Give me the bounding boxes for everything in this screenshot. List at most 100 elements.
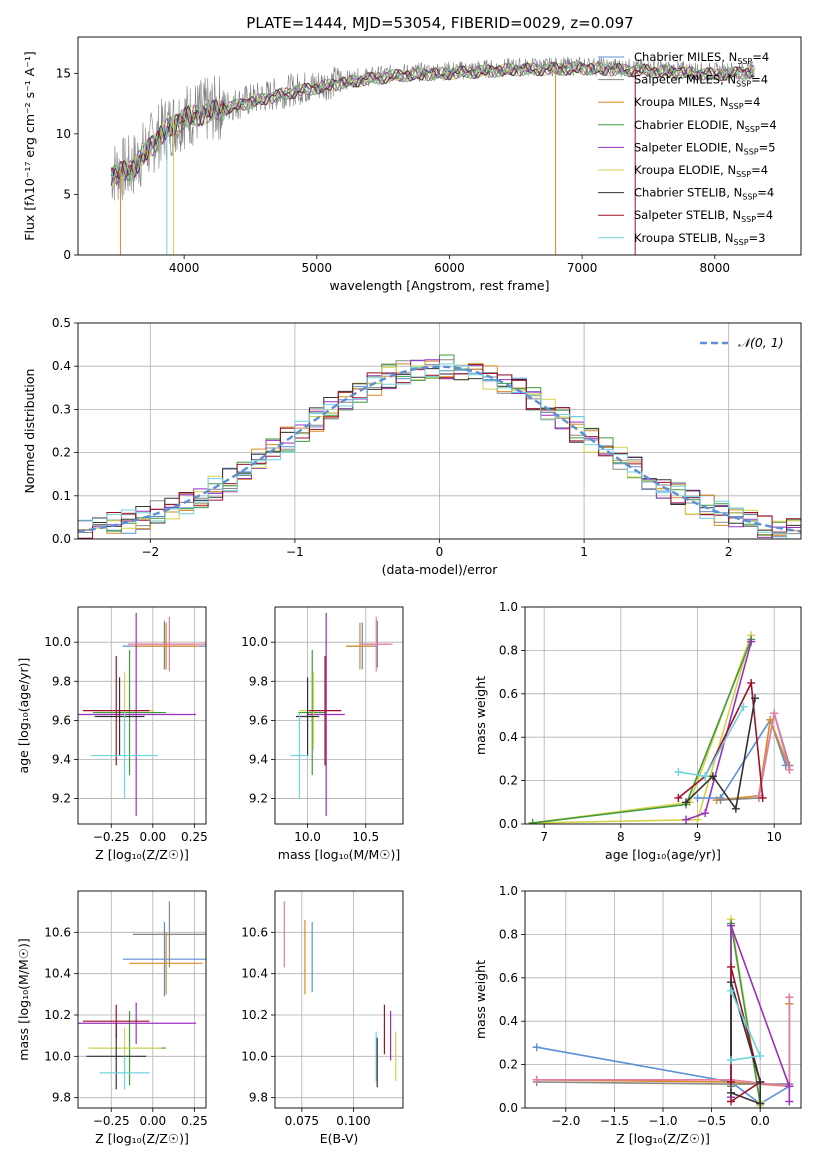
weight-marker: [716, 796, 725, 805]
legend-label: Salpeter STELIB, NSSP=4: [634, 208, 773, 224]
x-tick-label: 5000: [302, 261, 333, 275]
x-tick-label: −2: [141, 545, 159, 559]
x-tick-label: −1.0: [648, 1114, 677, 1128]
model-spectrum: [110, 61, 755, 181]
weight-marker: [727, 921, 736, 930]
x-tick-label: 0.25: [181, 830, 208, 844]
weight-marker: [770, 709, 779, 718]
y-tick-label: 0.0: [52, 532, 71, 546]
y-tick-label: 10.4: [241, 967, 268, 981]
y-tick-label: 9.2: [249, 792, 268, 806]
plot-area-age_vs_Z: [78, 607, 206, 824]
panel-mass_vs_EBV: 0.075 0.100 9.8 10.0 10.2 10.4 10.6 E(B-V): [241, 890, 404, 1146]
y-tick-label: 9.8: [52, 1091, 71, 1105]
weight-marker: [731, 804, 740, 813]
x-tick-label: 2: [725, 545, 733, 559]
y-tick-label: 0.0: [499, 1101, 518, 1115]
normal-curve: [78, 365, 801, 533]
weight-marker: [751, 694, 759, 703]
panel-mass_vs_Z: −0.25 0.00 0.25 9.8 10.0 10.2 10.4 10.6 Z [log₁₀…: [16, 890, 208, 1146]
x-axis-label: age [log₁₀(age/yr)]: [605, 847, 721, 862]
weight-line: [532, 639, 752, 824]
x-axis-label: (data-model)/error: [382, 562, 499, 577]
panel-age_vs_Z: −0.25 0.00 0.25 9.2 9.4 9.6 9.8 10.0 Z [log₁₀(Z/…: [16, 606, 208, 862]
legend-label: Chabrier ELODIE, NSSP=4: [634, 118, 777, 134]
y-axis-label: mass weight: [473, 676, 488, 755]
y-tick-label: 10.2: [241, 1008, 268, 1022]
x-axis-label: Z [log₁₀(Z/Z☉)]: [616, 1131, 710, 1146]
y-tick-label: 5: [63, 187, 71, 201]
x-tick-label: 4000: [169, 261, 200, 275]
panel-age_vs_mass: 10.0 10.5 9.2 9.4 9.6 9.8 10.0 mass [log₁₀(M/M☉…: [241, 606, 404, 862]
weight-marker: [674, 767, 683, 776]
axes-frame-spectrum: [77, 36, 802, 256]
weight-marker: [682, 798, 690, 807]
x-tick-label: −1: [286, 545, 304, 559]
y-axis-label: mass [log₁₀(M/M☉)]: [16, 938, 31, 1060]
x-tick-label: 0.00: [139, 1114, 166, 1128]
weight-line: [685, 697, 756, 811]
weight-marker: [758, 793, 767, 802]
x-tick-label: 0.100: [336, 1114, 370, 1128]
x-tick-label: 8000: [699, 261, 730, 275]
weight-marker: [674, 793, 683, 802]
panel-spectrum: 4000 5000 6000 7000 8000 0 5 10 15 wavelength [An…: [22, 36, 802, 293]
x-tick-label: 8: [617, 830, 625, 844]
x-tick-label: 9: [694, 830, 702, 844]
weight-line: [677, 680, 764, 799]
y-tick-label: 9.6: [52, 713, 71, 727]
figure-title: PLATE=1444, MJD=53054, FIBERID=0029, z=0…: [246, 14, 633, 32]
weight-marker: [747, 678, 756, 687]
weight-marker: [739, 702, 748, 711]
x-axis-label: wavelength [Angstrom, rest frame]: [329, 278, 549, 293]
y-tick-label: 10: [56, 127, 71, 141]
x-tick-label: 7000: [567, 261, 598, 275]
axes-frame-mass_vs_EBV: [274, 890, 404, 1109]
weight-line: [730, 923, 761, 1104]
legend-label: Kroupa STELIB, NSSP=3: [634, 231, 765, 247]
y-tick-label: 0.3: [52, 402, 71, 416]
y-tick-label: 0.6: [499, 971, 518, 985]
legend-label: Chabrier STELIB, NSSP=4: [634, 186, 774, 202]
plot-area-spectrum: [110, 56, 755, 255]
plot-area-age_vs_mass: [275, 607, 403, 824]
legend-label: Kroupa MILES, NSSP=4: [634, 95, 760, 111]
y-tick-label: 0.8: [499, 643, 518, 657]
panel-weight_vs_age: 7 8 9 10 0.0 0.2 0.4 0.6 0.8 1.0 age [log₁₀(age/yr…: [473, 600, 802, 862]
weight-marker: [532, 1075, 541, 1084]
y-tick-label: 0.5: [52, 316, 71, 330]
panel-weight_vs_Z: −2.0 −1.5 −1.0 −0.5 0.0 0.0 0.2 0.4 0.6 0.8 1.0 Z […: [473, 884, 802, 1146]
y-axis-label: Flux [fλ10⁻¹⁷ erg cm⁻² s⁻¹ A⁻¹]: [22, 51, 37, 240]
y-axis-label: Normed distribution: [22, 369, 37, 494]
plot-area-mass_vs_Z: [78, 891, 206, 1108]
weight-marker: [727, 986, 736, 995]
y-tick-label: 0.0: [499, 817, 518, 831]
x-tick-label: 0.25: [181, 1114, 208, 1128]
y-tick-label: 10.0: [241, 635, 268, 649]
y-tick-label: 10.0: [44, 635, 71, 649]
x-tick-label: 10.0: [294, 830, 321, 844]
axes-frame-weight_vs_age: [524, 606, 802, 825]
axes-frame-weight_vs_Z: [524, 890, 802, 1109]
weight-marker: [532, 1043, 541, 1052]
weight-marker: [727, 978, 736, 987]
x-axis-label: mass [log₁₀(M/M☉)]: [278, 847, 400, 862]
y-tick-label: 0.4: [52, 359, 71, 373]
y-tick-label: 10.2: [44, 1008, 71, 1022]
legend-label: Salpeter MILES, NSSP=4: [634, 73, 768, 89]
x-tick-label: 0.0: [751, 1114, 770, 1128]
y-tick-label: 10.0: [44, 1049, 71, 1063]
model-spectrum: [110, 62, 755, 186]
legend-label: 𝒩(0, 1): [738, 335, 784, 350]
y-axis-label: age [log₁₀(age/yr)]: [16, 658, 31, 774]
weight-marker: [727, 1077, 736, 1086]
histogram-series: [78, 359, 801, 539]
weight-line: [697, 717, 787, 799]
y-tick-label: 1.0: [499, 884, 518, 898]
x-tick-label: −0.25: [93, 830, 130, 844]
y-tick-label: 0.2: [499, 1058, 518, 1072]
weight-marker: [682, 815, 690, 824]
x-tick-label: 1: [580, 545, 588, 559]
